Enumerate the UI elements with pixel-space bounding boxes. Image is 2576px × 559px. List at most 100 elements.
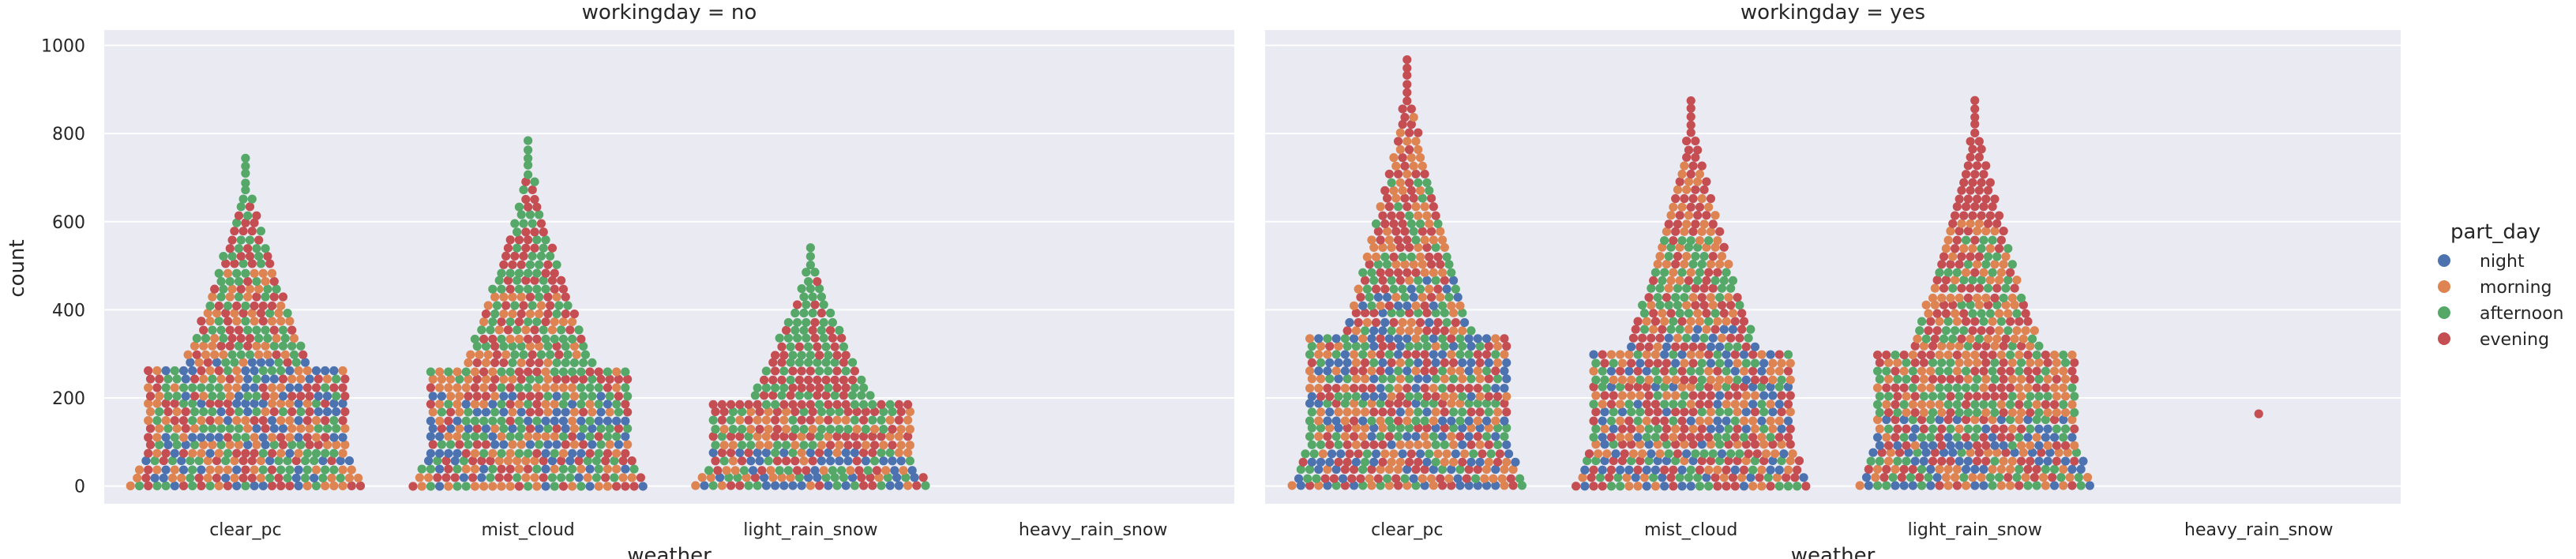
data-point-night: [1422, 457, 1432, 467]
data-point-evening: [1744, 449, 1753, 459]
data-point-afternoon: [241, 153, 250, 163]
data-point-evening: [1983, 219, 1993, 228]
data-point-afternoon: [750, 391, 760, 400]
data-point-afternoon: [513, 227, 522, 237]
data-point-evening: [1955, 260, 1964, 269]
data-point-evening: [1722, 482, 1731, 491]
data-point-evening: [488, 383, 498, 392]
data-point-night: [1926, 481, 1936, 490]
data-point-morning: [790, 441, 800, 450]
data-point-morning: [1331, 366, 1341, 376]
data-point-night: [1715, 342, 1725, 351]
data-point-night: [1662, 456, 1672, 466]
data-point-afternoon: [2032, 415, 2041, 425]
data-point-morning: [1406, 317, 1416, 328]
data-point-afternoon: [1455, 350, 1465, 359]
data-point-evening: [1948, 219, 1958, 228]
data-point-afternoon: [208, 325, 217, 335]
data-point-evening: [2041, 383, 2050, 392]
data-point-afternoon: [2023, 400, 2033, 409]
data-point-morning: [269, 392, 279, 401]
data-point-evening: [1728, 473, 1738, 482]
data-point-morning: [558, 317, 569, 327]
data-point-afternoon: [499, 424, 509, 433]
data-point-morning: [133, 473, 142, 483]
data-point-evening: [821, 391, 831, 400]
data-point-evening: [340, 407, 350, 417]
data-point-evening: [1323, 432, 1332, 441]
data-point-afternoon: [803, 391, 813, 400]
data-point-afternoon: [1866, 456, 1876, 466]
data-point-morning: [603, 482, 613, 491]
data-point-morning: [1996, 350, 2006, 360]
data-point-evening: [1963, 194, 1973, 204]
data-point-morning: [1688, 424, 1698, 433]
x-tick-label: clear_pc: [1371, 520, 1443, 540]
data-point-evening: [503, 473, 513, 482]
data-point-morning: [1391, 161, 1401, 171]
data-point-afternoon: [1693, 473, 1703, 482]
data-point-afternoon: [1486, 449, 1496, 459]
data-point-morning: [550, 432, 559, 441]
data-point-night: [1349, 481, 1359, 490]
data-point-afternoon: [1669, 350, 1678, 359]
data-point-morning: [1693, 177, 1703, 186]
data-point-afternoon: [519, 185, 528, 195]
data-point-morning: [1728, 309, 1738, 318]
data-point-afternoon: [1959, 276, 1969, 285]
data-point-morning: [881, 466, 891, 475]
data-point-afternoon: [552, 358, 561, 367]
data-point-afternoon: [623, 424, 633, 433]
data-point-afternoon: [2034, 341, 2044, 351]
data-point-afternoon: [824, 351, 833, 360]
data-point-morning: [525, 309, 535, 319]
data-point-evening: [1373, 474, 1383, 483]
data-point-evening: [1970, 96, 1980, 105]
data-point-afternoon: [167, 456, 178, 466]
data-point-evening: [1398, 104, 1407, 114]
data-point-afternoon: [835, 425, 844, 434]
data-point-afternoon: [1875, 407, 1884, 418]
data-point-night: [1662, 342, 1672, 351]
data-point-evening: [1371, 317, 1381, 328]
data-point-afternoon: [1746, 325, 1756, 334]
data-point-morning: [1497, 474, 1507, 483]
data-point-night: [234, 392, 244, 401]
data-point-evening: [2067, 366, 2077, 376]
data-point-afternoon: [1307, 341, 1316, 351]
data-point-morning: [1360, 407, 1370, 417]
data-point-morning: [1768, 424, 1778, 433]
data-point-evening: [1406, 119, 1416, 129]
data-point-evening: [223, 317, 233, 326]
data-point-morning: [455, 407, 464, 417]
data-point-morning: [2030, 326, 2039, 336]
data-point-evening: [1378, 276, 1388, 285]
data-point-afternoon: [770, 400, 780, 410]
data-point-afternoon: [550, 367, 559, 377]
data-point-evening: [1688, 407, 1698, 417]
data-point-afternoon: [868, 400, 877, 410]
data-point-morning: [569, 440, 580, 449]
data-point-night: [1713, 416, 1722, 426]
data-point-afternoon: [565, 473, 575, 482]
data-point-afternoon: [1972, 424, 1982, 433]
data-point-evening: [1937, 260, 1947, 269]
data-point-morning: [1649, 325, 1658, 334]
data-point-afternoon: [1908, 383, 1917, 392]
data-point-morning: [302, 399, 312, 408]
data-point-morning: [1972, 227, 1982, 236]
data-point-afternoon: [1691, 449, 1700, 459]
data-point-evening: [481, 440, 491, 449]
data-point-afternoon: [1387, 178, 1396, 188]
data-point-evening: [1966, 152, 1975, 162]
data-point-afternoon: [585, 416, 595, 426]
data-point-afternoon: [2015, 464, 2024, 474]
data-point-evening: [481, 392, 491, 401]
data-point-afternoon: [558, 334, 569, 344]
data-point-afternoon: [1961, 366, 1971, 376]
data-point-morning: [205, 366, 215, 376]
data-point-night: [1660, 482, 1669, 491]
data-point-afternoon: [247, 194, 257, 204]
data-point-evening: [1426, 193, 1436, 203]
data-point-evening: [726, 400, 736, 410]
